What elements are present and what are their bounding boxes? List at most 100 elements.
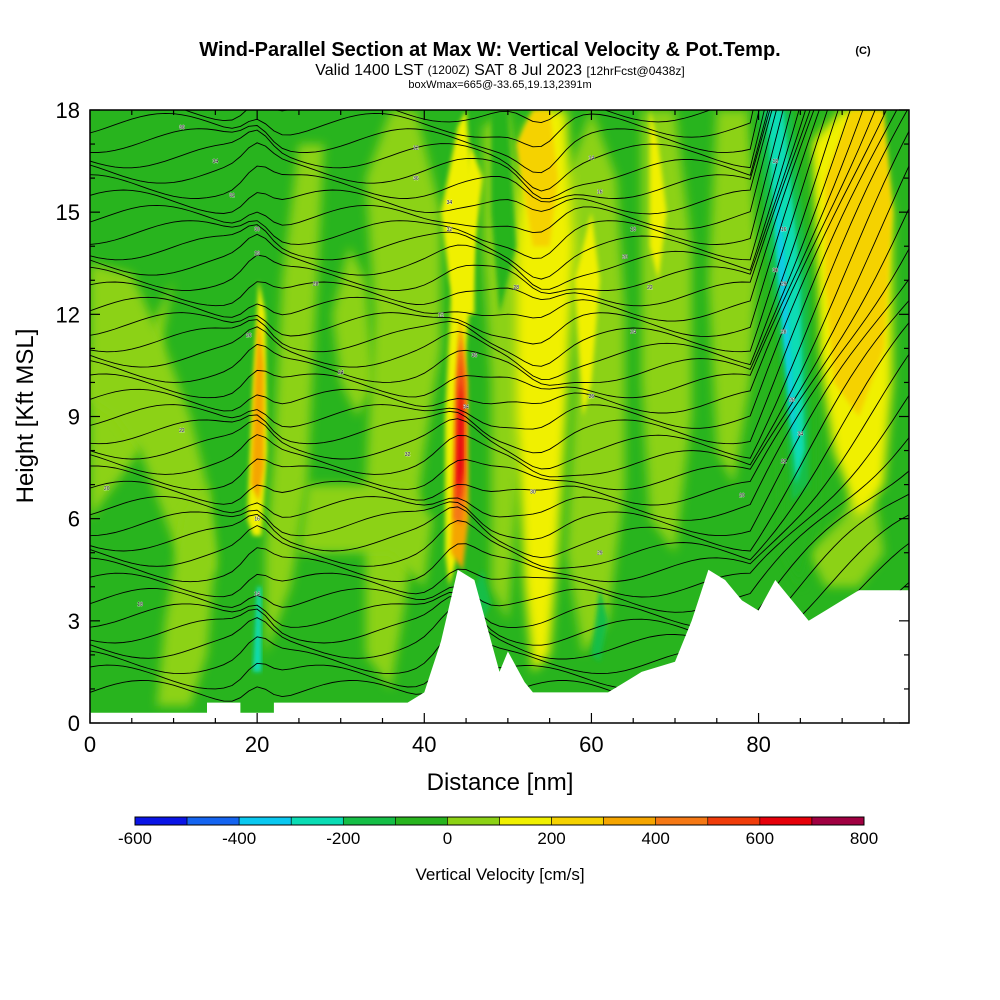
x-axis: 0 20 40 60 80 xyxy=(84,110,885,757)
chart-subtitle-2: boxWmax=665@-33.65,19.13,2391m xyxy=(408,79,591,91)
theta-contour xyxy=(90,110,828,367)
colorbar-swatch xyxy=(603,816,657,826)
w-region xyxy=(474,569,492,621)
theta-contour xyxy=(90,110,765,192)
colorbar-swatch xyxy=(342,816,396,826)
w-region xyxy=(591,586,609,662)
theta-contour-label: 24 xyxy=(338,370,344,376)
x-tick-label: 0 xyxy=(84,732,96,757)
subtitle-utc: (1200Z) xyxy=(428,63,470,77)
theta-contour-label: 26 xyxy=(246,333,252,339)
colorbar-tick-label: 800 xyxy=(850,829,878,848)
theta-contour-label: 28 xyxy=(781,329,787,335)
theta-contour xyxy=(90,110,876,414)
w-region xyxy=(708,110,759,485)
theta-contour-label: 24 xyxy=(798,432,804,438)
theta-contour-label: 28 xyxy=(513,285,519,291)
x-tick-label: 60 xyxy=(579,732,603,757)
theta-contour-label: 16 xyxy=(597,190,603,196)
theta-contour-label: 30 xyxy=(773,268,779,274)
w-region xyxy=(516,110,575,672)
theta-contour xyxy=(90,110,784,259)
colorbar-tick-label: 200 xyxy=(537,829,565,848)
theta-contour xyxy=(90,110,769,200)
chart-title: Wind-Parallel Section at Max W: Vertical… xyxy=(199,39,780,61)
w-region xyxy=(491,110,517,315)
y-tick-label: 0 xyxy=(68,711,80,736)
theta-contour-label: 18 xyxy=(630,227,636,233)
colorbar-tick-label: -400 xyxy=(222,829,256,848)
theta-contour-label: 28 xyxy=(313,282,319,288)
subtitle-fcst: [12hrFcst@0438z] xyxy=(587,64,685,78)
colorbar-label: Vertical Velocity [cm/s] xyxy=(415,865,584,884)
theta-contour xyxy=(90,110,908,470)
theta-contour-label: 18 xyxy=(137,602,143,608)
theta-contour-label: 12 xyxy=(413,145,419,151)
theta-contour-label: 14 xyxy=(254,592,260,598)
theta-contour xyxy=(90,437,909,613)
theta-contour-label: 36 xyxy=(179,125,185,131)
theta-contour-label: 34 xyxy=(447,200,453,206)
w-region xyxy=(775,178,797,451)
colorbar-tick-label: -200 xyxy=(326,829,360,848)
theta-contour-label: 34 xyxy=(463,404,469,410)
colorbar-tick-label: 0 xyxy=(443,829,452,848)
w-region xyxy=(90,263,216,587)
theta-contour xyxy=(90,110,754,148)
colorbar-swatch xyxy=(707,816,761,826)
theta-contour xyxy=(90,110,887,430)
w-region xyxy=(265,144,324,655)
theta-contour-label: 32 xyxy=(405,452,411,458)
y-tick-label: 12 xyxy=(56,302,80,327)
theta-contour-label: 29 xyxy=(254,251,260,257)
theta-contour-label: 34 xyxy=(213,159,219,165)
theta-contour-label: 36 xyxy=(472,353,478,359)
theta-contour-label: 18 xyxy=(773,159,779,165)
theta-contour xyxy=(90,110,811,307)
colorbar: -600 -400 -200 0 200 400 600 800 xyxy=(118,816,878,848)
theta-contour-label: 29 xyxy=(597,551,603,557)
subtitle-date: SAT 8 Jul 2023 xyxy=(474,62,582,79)
colorbar-frame xyxy=(134,816,865,826)
theta-contour xyxy=(90,300,909,559)
theta-contour xyxy=(90,110,851,386)
theta-contour xyxy=(90,110,820,345)
w-region xyxy=(156,484,216,706)
colorbar-swatch xyxy=(447,816,500,826)
theta-contour-label: 36 xyxy=(413,176,419,182)
subtitle-valid: Valid 1400 LST xyxy=(315,62,423,79)
theta-contour xyxy=(90,110,864,399)
theta-contour-label: 30 xyxy=(530,489,536,495)
theta-contour xyxy=(90,395,909,598)
terrain-mask xyxy=(90,569,909,723)
x-axis-label: Distance [nm] xyxy=(427,769,574,796)
theta-contour-label: 22 xyxy=(647,285,653,291)
theta-contour-label: 20 xyxy=(739,493,745,499)
theta-contour-label: 24 xyxy=(630,329,636,335)
theta-contour-label: 16 xyxy=(254,517,260,523)
theta-contour-label: 20 xyxy=(104,486,110,492)
theta-contour xyxy=(90,110,773,215)
theta-contour xyxy=(90,248,909,521)
theta-contour-label: 32 xyxy=(229,193,235,199)
theta-contour-label: 26 xyxy=(789,397,795,403)
x-tick-label: 80 xyxy=(746,732,770,757)
theta-contour xyxy=(90,322,909,569)
theta-contour-labels: 36 34 32 30 29 28 26 24 22 20 18 16 14 12 36 34 32 30 29 28… xyxy=(104,125,804,608)
theta-contour-label: 22 xyxy=(179,428,185,434)
theta-contour xyxy=(90,165,909,491)
colorbar-swatch xyxy=(395,816,448,826)
vertical-velocity-field xyxy=(90,110,893,706)
theta-contour-label: 29 xyxy=(781,282,787,288)
theta-contour-label: 32 xyxy=(447,227,453,233)
theta-contour-label: 20 xyxy=(622,254,628,260)
colorbar-tick-label: 400 xyxy=(642,829,670,848)
y-tick-label: 9 xyxy=(68,405,80,430)
theta-contour-label: 30 xyxy=(254,227,260,233)
w-region xyxy=(298,484,433,587)
chart-title-mark: (C) xyxy=(855,45,871,57)
colorbar-swatch xyxy=(134,816,188,826)
colorbar-tick-label: -600 xyxy=(118,829,152,848)
theta-contour-label: 22 xyxy=(781,459,787,465)
